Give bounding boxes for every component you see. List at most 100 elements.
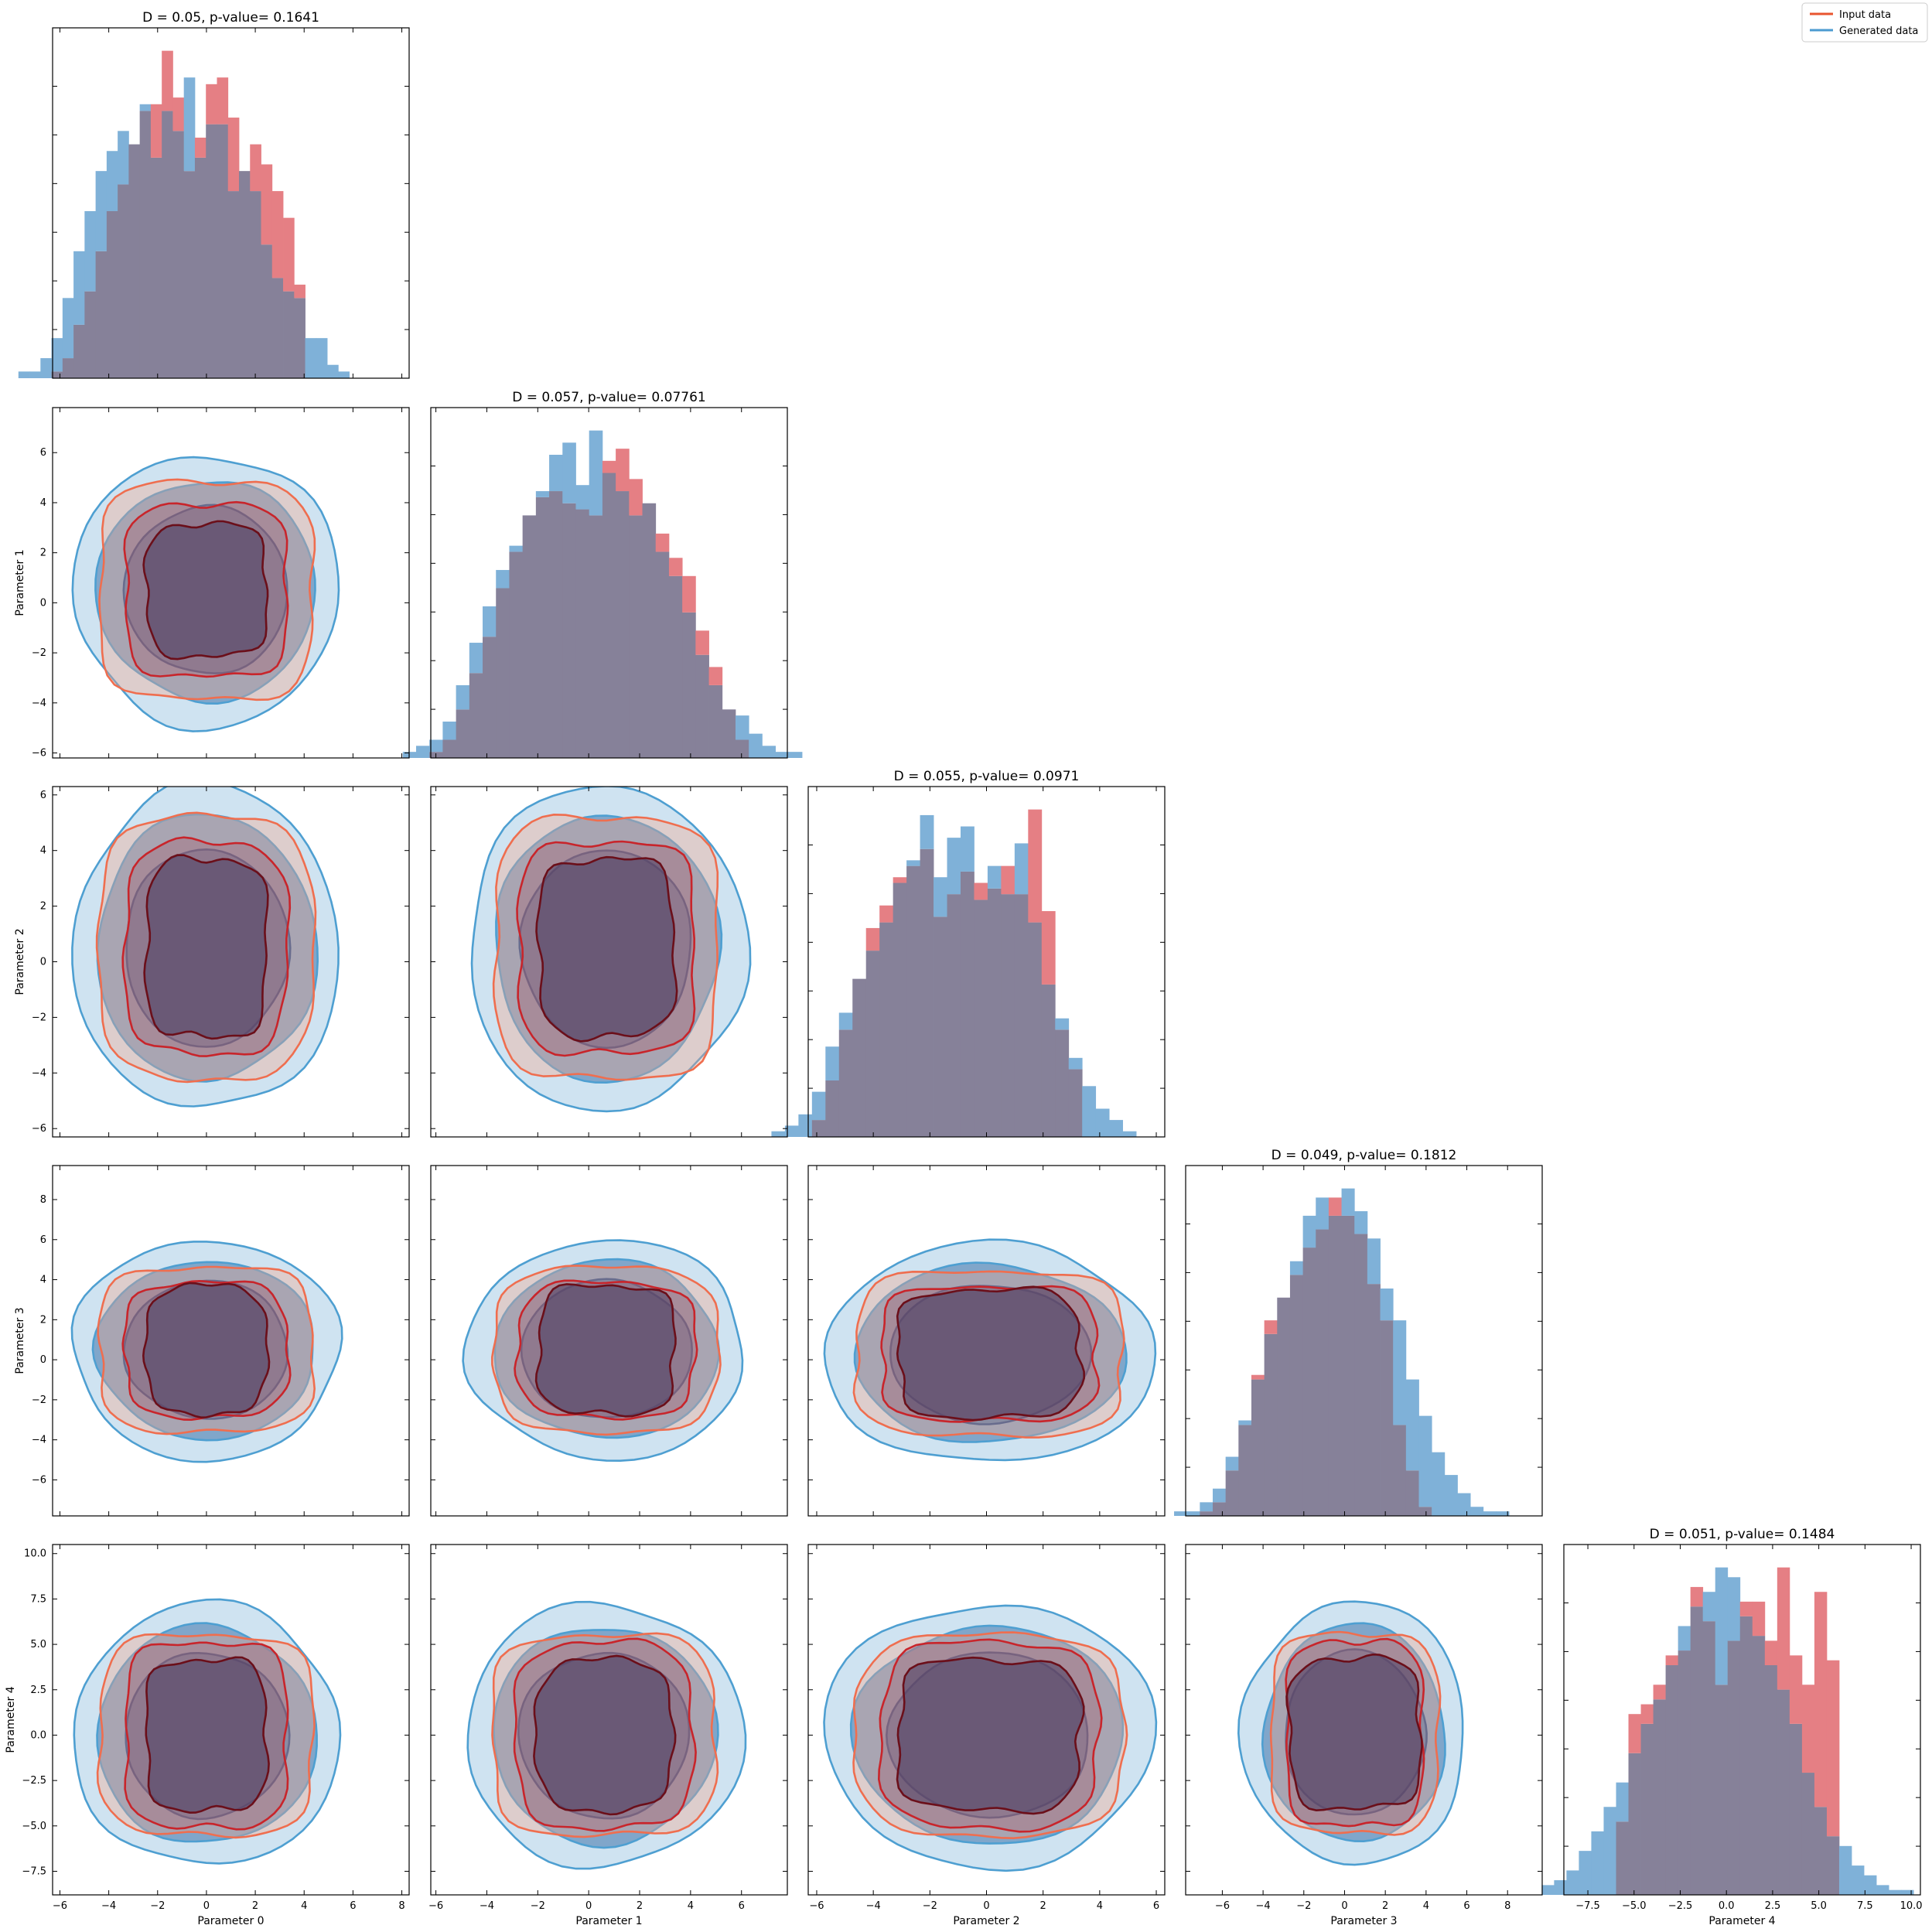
hist-bar-overlap bbox=[1739, 1616, 1753, 1895]
hist-bar-generated bbox=[338, 371, 350, 378]
hist-bar-input bbox=[1001, 865, 1015, 895]
y-tick-label: 0.0 bbox=[30, 1729, 46, 1741]
hist-bar-overlap bbox=[865, 951, 880, 1137]
hist-bar-generated bbox=[327, 364, 339, 378]
hist-bar-overlap bbox=[1690, 1606, 1704, 1895]
legend-label-input: Input data bbox=[1839, 9, 1891, 21]
y-tick-label: 5.0 bbox=[30, 1639, 46, 1650]
x-tick-label: 10.0 bbox=[1900, 1900, 1923, 1912]
hist-bar-generated bbox=[771, 1131, 786, 1137]
hist-bar-overlap bbox=[1814, 1807, 1828, 1895]
hist-bar-overlap bbox=[1001, 894, 1015, 1137]
hist-bar-overlap bbox=[1789, 1723, 1803, 1895]
panel-frame bbox=[430, 1165, 788, 1517]
contour-layers bbox=[462, 1239, 744, 1463]
hist-bar-overlap bbox=[987, 888, 1002, 1137]
panel-frame bbox=[1185, 1544, 1543, 1896]
hist-bar-overlap bbox=[1405, 1470, 1419, 1516]
y-tick-label: −7.5 bbox=[22, 1865, 46, 1877]
hist-bar-overlap bbox=[1715, 1685, 1729, 1895]
hist-bar-overlap bbox=[139, 111, 152, 378]
hist-bar-overlap bbox=[549, 491, 563, 758]
hist-bar-overlap bbox=[616, 491, 630, 758]
hist-bar-generated bbox=[1432, 1452, 1446, 1516]
x-tick-label: −4 bbox=[1256, 1900, 1271, 1912]
hist-bar-generated bbox=[1541, 1885, 1555, 1895]
hist-bar-overlap bbox=[708, 684, 723, 758]
hist-bar-overlap bbox=[106, 210, 118, 378]
hist-bar-generated bbox=[1852, 1865, 1865, 1895]
x-tick-label: 5.0 bbox=[1811, 1900, 1827, 1912]
hist-bar-generated bbox=[1470, 1507, 1484, 1516]
hist-bar-generated bbox=[1122, 1131, 1137, 1137]
x-tick-label: 0 bbox=[203, 1900, 210, 1912]
histogram-panel-3: D = 0.049, p-value= 0.1812 bbox=[1174, 1148, 1543, 1517]
contour-layers bbox=[71, 787, 340, 1108]
histogram-title: D = 0.051, p-value= 0.1484 bbox=[1650, 1527, 1835, 1542]
x-tick-label: 4 bbox=[301, 1900, 307, 1912]
x-axis-label-1: Parameter 1 bbox=[575, 1915, 642, 1927]
hist-bar-overlap bbox=[1678, 1650, 1691, 1895]
contour-layers bbox=[73, 1598, 342, 1865]
hist-bar-input bbox=[1789, 1655, 1803, 1724]
hist-bar-overlap bbox=[562, 503, 576, 758]
hist-bar-overlap bbox=[294, 298, 306, 378]
hist-bar-generated bbox=[1838, 1845, 1852, 1895]
hist-bar-generated bbox=[1554, 1880, 1567, 1895]
y-axis-label-1: Parameter 1 bbox=[14, 549, 26, 616]
hist-bar-generated bbox=[934, 877, 947, 917]
hist-bar-generated bbox=[987, 865, 1002, 889]
panel-frame bbox=[430, 1544, 788, 1896]
contour-panel-4-0: −6 −4 −2 0 2 4 6 8 −7.5 −5.0 −2.5 0.0 2.5 5.0 7.5 10.0 bbox=[22, 1544, 410, 1912]
hist-bar-input bbox=[695, 630, 709, 655]
hist-bar-generated bbox=[106, 151, 118, 211]
hist-bar-input bbox=[250, 144, 261, 192]
hist-bar-generated bbox=[509, 545, 524, 552]
x-tick-label: −4 bbox=[101, 1900, 116, 1912]
y-tick-label: 10.0 bbox=[24, 1548, 46, 1560]
x-tick-label: 0 bbox=[983, 1900, 989, 1912]
hist-bar-overlap bbox=[150, 157, 162, 378]
hist-bar-generated bbox=[811, 1091, 826, 1121]
hist-bar-generated bbox=[1316, 1197, 1330, 1230]
hist-bar-input bbox=[261, 164, 273, 245]
x-tick-label: 2 bbox=[252, 1900, 258, 1912]
hist-bar-overlap bbox=[1225, 1470, 1239, 1516]
hist-bar-input bbox=[162, 50, 173, 111]
hist-bar-generated bbox=[1225, 1456, 1239, 1471]
hist-bar-overlap bbox=[906, 865, 920, 1137]
hist-bar-generated bbox=[1579, 1851, 1592, 1895]
contour-panel-2-1 bbox=[430, 786, 788, 1138]
hist-bar-overlap bbox=[811, 1120, 826, 1137]
hist-bar-generated bbox=[1055, 1018, 1070, 1030]
hist-bar-generated bbox=[1591, 1831, 1604, 1895]
hist-bar-overlap bbox=[825, 1080, 840, 1137]
x-axis-label-0: Parameter 0 bbox=[197, 1915, 264, 1927]
hist-bar-input bbox=[668, 558, 683, 576]
hist-bar-generated bbox=[1864, 1875, 1877, 1895]
hist-bar-overlap bbox=[974, 899, 988, 1137]
x-tick-label: −2 bbox=[923, 1900, 937, 1912]
hist-bar-overlap bbox=[947, 894, 961, 1137]
input-contour-3 bbox=[533, 1654, 677, 1816]
hist-bar-generated bbox=[183, 77, 196, 172]
hist-bar-input bbox=[655, 533, 670, 552]
y-tick-label: −4 bbox=[32, 698, 46, 709]
hist-bar-generated bbox=[1876, 1885, 1889, 1895]
hist-bar-generated bbox=[1014, 843, 1029, 895]
hist-bar-input bbox=[1690, 1586, 1704, 1607]
hist-bar-overlap bbox=[1640, 1723, 1654, 1895]
y-tick-label: −5.0 bbox=[22, 1821, 46, 1832]
hist-bar-overlap bbox=[575, 509, 590, 758]
hist-bar-generated bbox=[1213, 1488, 1227, 1503]
hist-bar-overlap bbox=[73, 324, 85, 378]
x-tick-label: −4 bbox=[866, 1900, 881, 1912]
hist-bar-input bbox=[1328, 1197, 1342, 1216]
hist-bar-generated bbox=[1095, 1108, 1110, 1137]
hist-bar-generated bbox=[469, 643, 483, 674]
input-contour-3 bbox=[143, 854, 269, 1040]
hist-bar-generated bbox=[118, 131, 129, 185]
hist-bar-input bbox=[294, 285, 306, 299]
hist-bar-input bbox=[629, 479, 643, 516]
hist-bar-overlap bbox=[162, 111, 173, 378]
